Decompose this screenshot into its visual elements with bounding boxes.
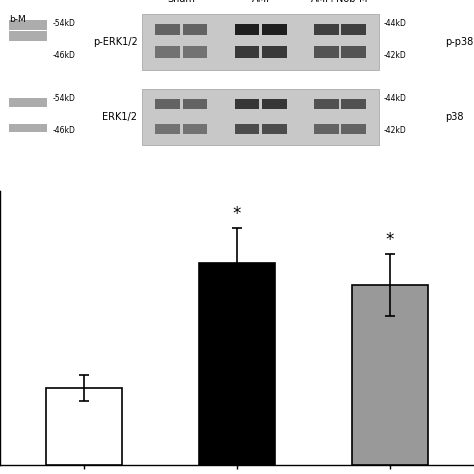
Bar xyxy=(199,263,275,465)
Text: -42kD: -42kD xyxy=(384,126,407,135)
Text: -54kD: -54kD xyxy=(53,94,76,103)
Text: p-p38: p-p38 xyxy=(446,37,474,47)
Text: b-M: b-M xyxy=(9,15,26,24)
Bar xyxy=(314,46,339,58)
Text: AMI+Nob-M: AMI+Nob-M xyxy=(311,0,369,4)
Bar xyxy=(235,24,259,35)
Bar xyxy=(182,100,208,109)
Bar xyxy=(235,124,259,134)
Bar xyxy=(9,124,47,132)
Bar xyxy=(314,24,339,35)
Bar xyxy=(262,24,287,35)
Bar xyxy=(9,31,47,41)
Bar xyxy=(155,100,180,109)
Bar xyxy=(142,14,379,70)
Text: -44kD: -44kD xyxy=(384,94,407,103)
Text: -42kD: -42kD xyxy=(384,51,407,60)
Bar xyxy=(341,24,366,35)
Text: -54kD: -54kD xyxy=(53,19,76,28)
Bar xyxy=(314,124,339,134)
Bar xyxy=(182,124,208,134)
Bar xyxy=(155,46,180,58)
Bar xyxy=(155,124,180,134)
Text: *: * xyxy=(386,231,394,249)
Text: ERK1/2: ERK1/2 xyxy=(102,112,137,122)
Text: -46kD: -46kD xyxy=(53,126,76,135)
Text: -44kD: -44kD xyxy=(384,19,407,28)
Bar xyxy=(142,89,379,145)
Bar xyxy=(182,46,208,58)
Text: -46kD: -46kD xyxy=(53,51,76,60)
Text: Sham: Sham xyxy=(167,0,195,4)
Bar xyxy=(46,388,122,465)
Bar xyxy=(352,285,428,465)
Text: p-ERK1/2: p-ERK1/2 xyxy=(93,37,137,47)
Bar xyxy=(341,46,366,58)
Bar xyxy=(341,100,366,109)
Text: p38: p38 xyxy=(446,112,464,122)
Bar xyxy=(182,24,208,35)
Bar xyxy=(341,124,366,134)
Bar xyxy=(235,46,259,58)
Bar xyxy=(9,99,47,107)
Bar xyxy=(314,100,339,109)
Bar xyxy=(262,46,287,58)
Text: AMI: AMI xyxy=(252,0,270,4)
Bar xyxy=(155,24,180,35)
Bar xyxy=(262,100,287,109)
Text: *: * xyxy=(233,205,241,223)
Bar xyxy=(9,20,47,30)
Bar xyxy=(235,100,259,109)
Bar xyxy=(262,124,287,134)
